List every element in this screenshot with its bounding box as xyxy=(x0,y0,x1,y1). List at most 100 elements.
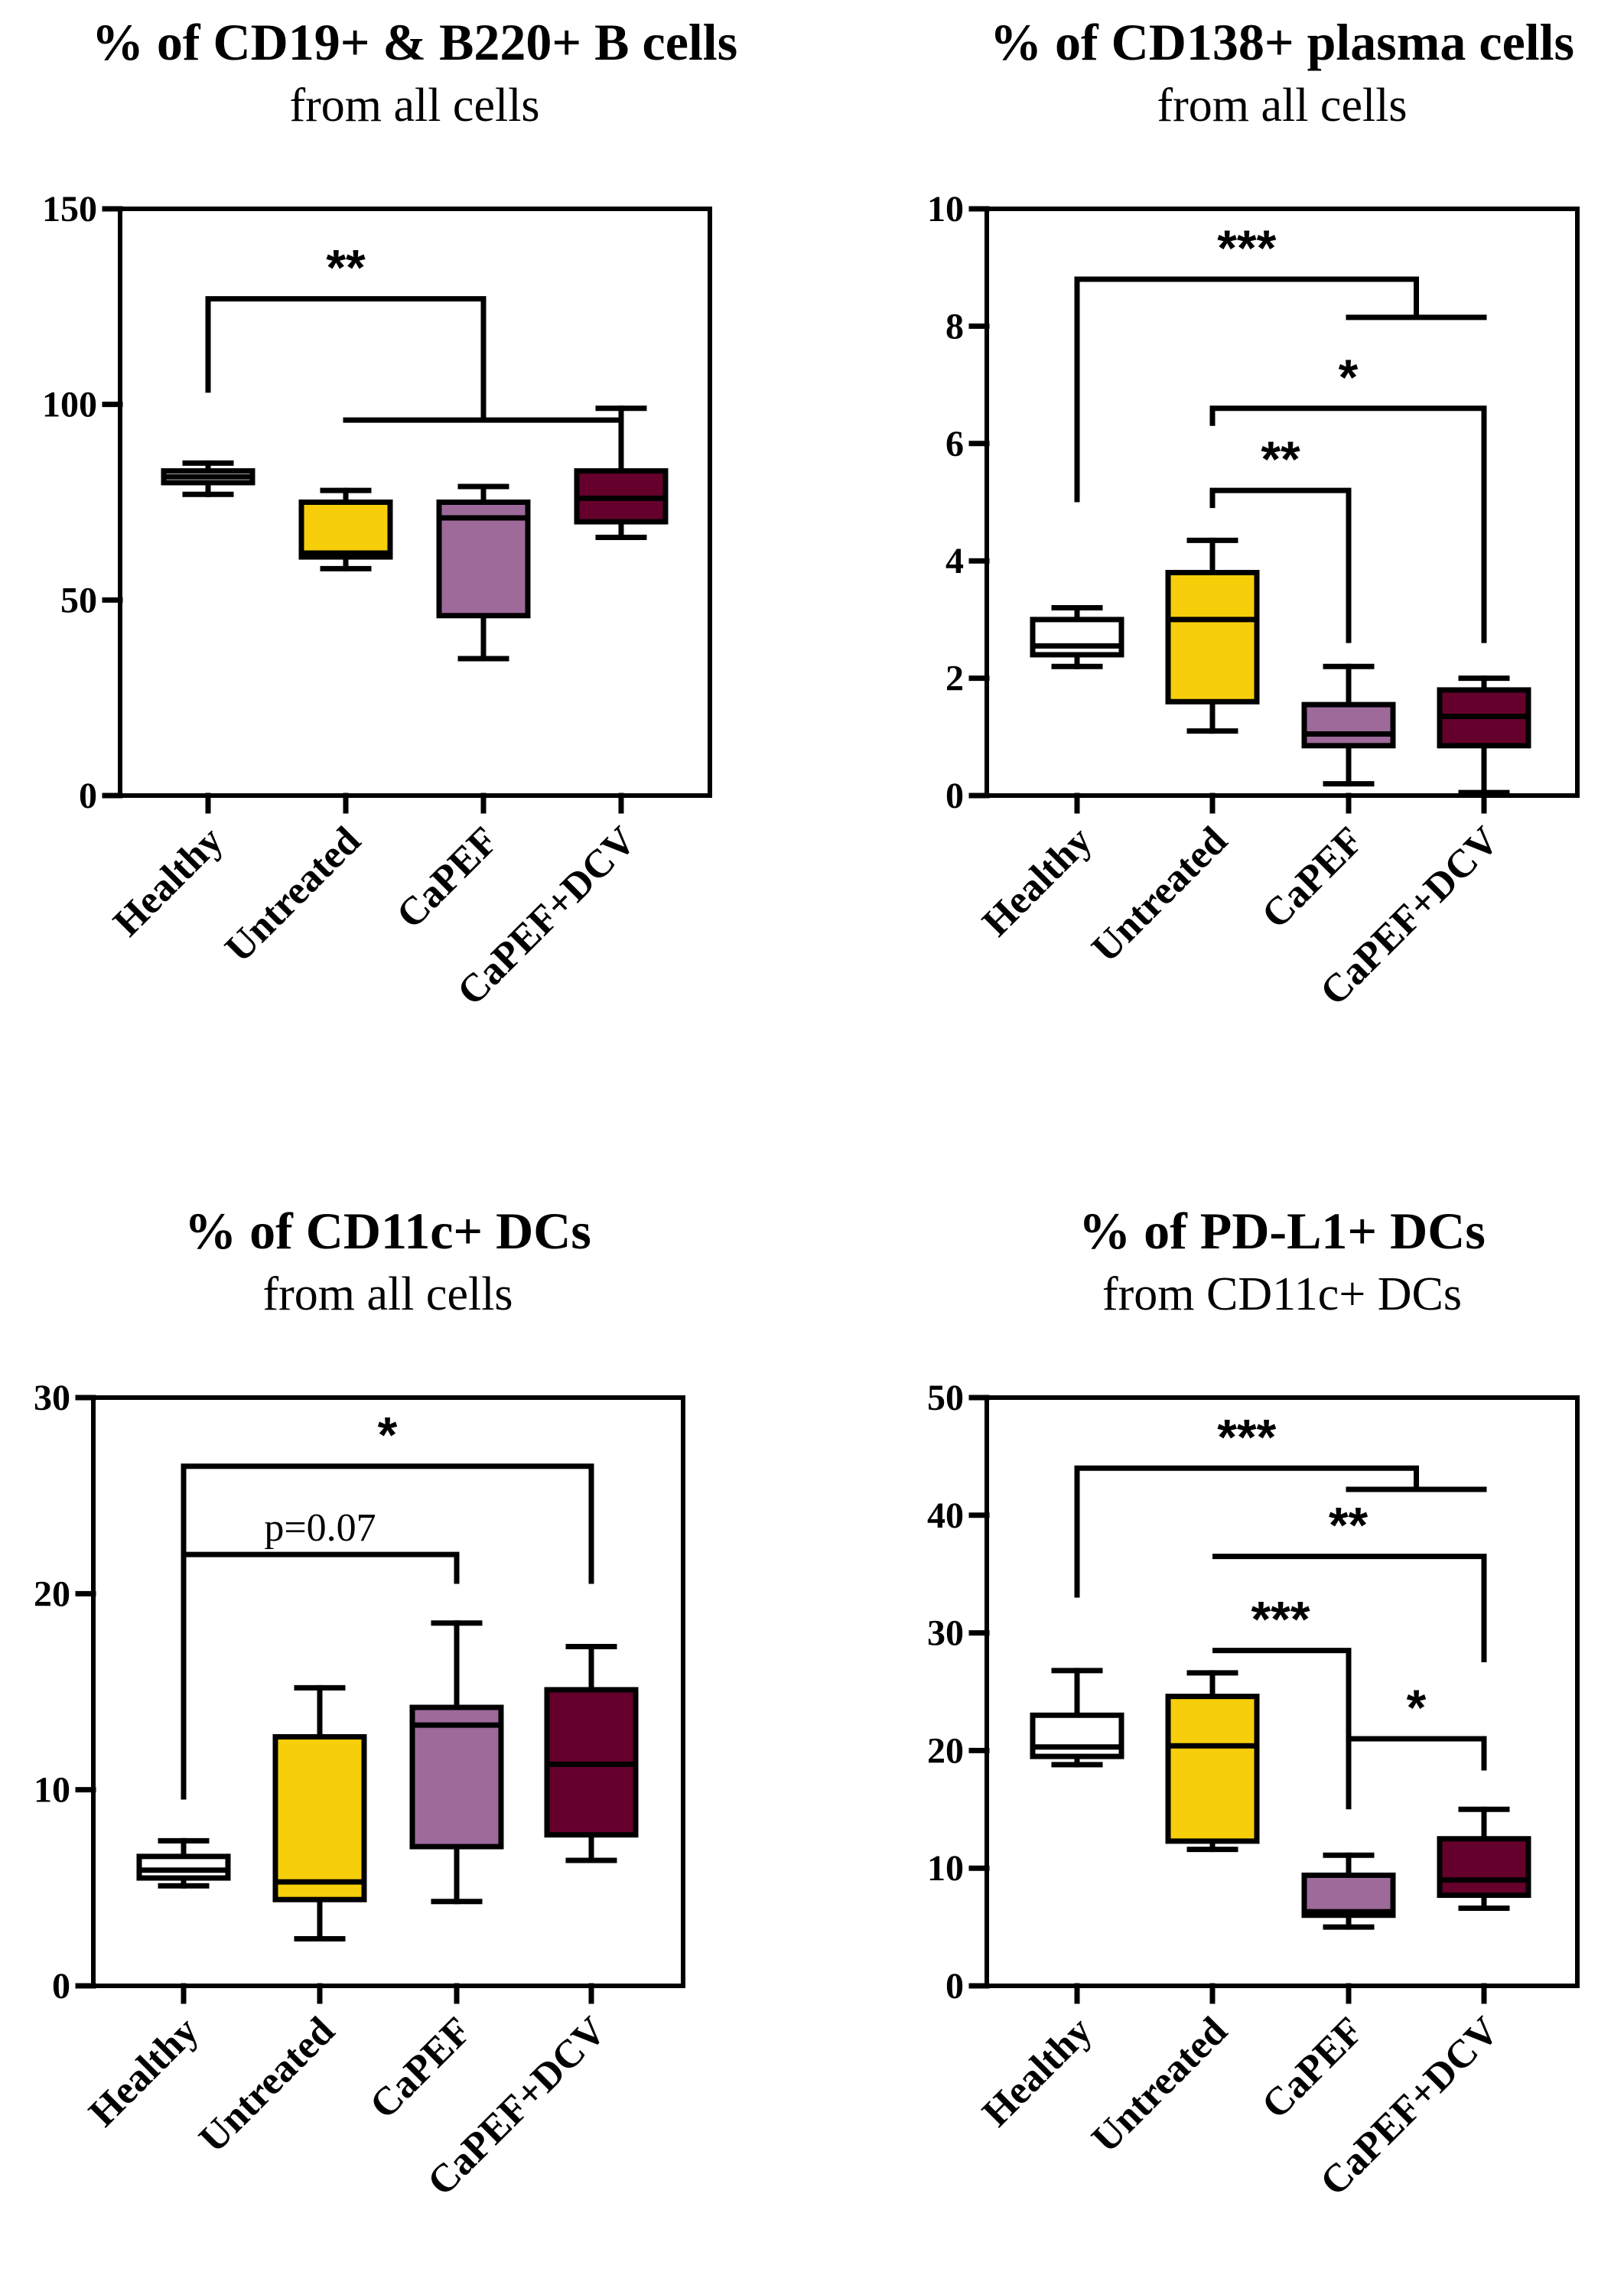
y-tick-label: 40 xyxy=(927,1496,964,1536)
chart-title: % of CD11c+ DCs xyxy=(184,1202,591,1260)
bracket-line xyxy=(1349,1736,1487,1771)
x-tick-label: Healthy xyxy=(975,819,1101,945)
significance-label: p=0.07 xyxy=(264,1506,376,1550)
box-untreated xyxy=(1165,537,1260,734)
significance-bracket: * xyxy=(181,1407,594,1800)
significance-bracket: ** xyxy=(1209,431,1352,643)
chart-title: % of CD19+ & B220+ B cells xyxy=(92,13,737,71)
y-tick-label: 0 xyxy=(945,776,964,816)
plot-frame xyxy=(984,207,1580,798)
plot-frame xyxy=(91,1395,685,1988)
x-tick-label: Healthy xyxy=(975,2009,1101,2135)
box-untreated xyxy=(1165,1670,1260,1853)
y-tick-label: 6 xyxy=(945,424,964,464)
box-capef xyxy=(409,1620,504,1905)
bracket-line xyxy=(1074,276,1419,503)
chart-subtitle: from all cells xyxy=(289,80,539,132)
y-tick-label: 10 xyxy=(927,189,964,229)
box-untreated xyxy=(298,487,393,571)
box-capef-dcv xyxy=(574,405,669,541)
panel-pdl1-dcs: % of PD-L1+ DCs from CD11c+ DCs 0 10 20 30 40 5… xyxy=(927,1202,1580,2204)
significance-bracket: *** xyxy=(1074,220,1487,503)
x-tick-label: CaPEF xyxy=(362,2009,480,2127)
significance-bracket: * xyxy=(1209,349,1487,643)
box-untreated xyxy=(272,1684,367,1941)
box-capef xyxy=(1301,663,1396,787)
y-tick-label: 150 xyxy=(42,189,97,229)
chart-title: % of CD138+ plasma cells xyxy=(990,13,1574,71)
significance-bracket: ** xyxy=(1212,1497,1487,1663)
box-capef-dcv xyxy=(544,1644,639,1863)
box-capef xyxy=(1301,1852,1396,1930)
significance-label: ** xyxy=(326,239,366,296)
significance-bracket: *** xyxy=(1212,1591,1352,1810)
significance-label: *** xyxy=(1217,220,1276,276)
box-capef-dcv xyxy=(1437,675,1531,796)
x-tick-label: Untreated xyxy=(217,819,369,971)
bracket-line xyxy=(181,1551,460,1800)
significance-label: ** xyxy=(1329,1497,1369,1554)
plot-frame xyxy=(984,1395,1580,1988)
iqr-box xyxy=(1301,1872,1396,1919)
iqr-box xyxy=(136,1854,231,1881)
iqr-box xyxy=(272,1733,367,1902)
plot-frame xyxy=(118,207,712,798)
iqr-box xyxy=(409,1704,504,1850)
y-tick-label: 10 xyxy=(927,1848,964,1889)
chart-title: % of PD-L1+ DCs xyxy=(1079,1202,1486,1260)
iqr-box xyxy=(1165,1694,1260,1844)
y-tick-label: 30 xyxy=(927,1613,964,1654)
iqr-box xyxy=(1030,1712,1124,1759)
y-tick-label: 50 xyxy=(927,1378,964,1418)
bracket-line xyxy=(181,1463,594,1800)
y-tick-label: 8 xyxy=(945,306,964,347)
chart-subtitle: from CD11c+ DCs xyxy=(1102,1268,1462,1320)
box-healthy xyxy=(1030,1668,1124,1768)
significance-bracket: * xyxy=(1349,1679,1487,1771)
bracket-line xyxy=(1212,1554,1487,1663)
y-tick-label: 2 xyxy=(945,659,964,699)
chart-subtitle: from all cells xyxy=(262,1268,513,1320)
y-tick-label: 0 xyxy=(52,1966,70,2006)
significance-label: *** xyxy=(1251,1591,1310,1648)
iqr-box xyxy=(1030,617,1124,658)
iqr-box xyxy=(1437,1836,1531,1899)
box-capef-dcv xyxy=(1437,1806,1531,1911)
box-healthy xyxy=(161,460,255,497)
iqr-box xyxy=(436,500,531,619)
bracket-line xyxy=(1209,405,1487,643)
panel-cd11c-dcs: % of CD11c+ DCs from all cells 0 10 20 30 Heal… xyxy=(34,1202,685,2204)
x-tick-label: Healthy xyxy=(106,819,232,945)
x-tick-label: CaPEF xyxy=(1254,819,1372,937)
y-tick-label: 4 xyxy=(945,541,964,581)
box-healthy xyxy=(136,1837,231,1889)
panel-cd138-plasma-cells: % of CD138+ plasma cells from all cells 0 2… xyxy=(927,13,1580,1014)
box-capef xyxy=(436,483,531,662)
x-tick-label: Untreated xyxy=(1084,819,1236,971)
y-tick-label: 50 xyxy=(60,580,97,620)
bracket-line xyxy=(205,296,487,421)
bracket-line xyxy=(1209,487,1352,643)
iqr-box xyxy=(1165,570,1260,705)
y-tick-label: 0 xyxy=(945,1966,964,2006)
chart-subtitle: from all cells xyxy=(1157,80,1407,132)
x-tick-label: Untreated xyxy=(191,2009,343,2161)
y-tick-label: 0 xyxy=(79,776,97,816)
x-tick-label: CaPEF xyxy=(1254,2009,1372,2127)
significance-bracket: *** xyxy=(1074,1408,1487,1598)
significance-label: ** xyxy=(1261,431,1300,487)
y-tick-label: 100 xyxy=(42,385,97,425)
panel-cd19-b-cells: % of CD19+ & B220+ B cells from all cells… xyxy=(42,13,737,1014)
y-tick-label: 20 xyxy=(34,1574,70,1614)
significance-label: * xyxy=(1407,1679,1427,1736)
iqr-box xyxy=(298,500,393,560)
y-tick-label: 10 xyxy=(34,1770,70,1811)
x-tick-label: Untreated xyxy=(1084,2009,1236,2161)
box-healthy xyxy=(1030,605,1124,669)
x-tick-label: CaPEF xyxy=(389,819,507,937)
bracket-line xyxy=(1212,1648,1352,1810)
bracket-line xyxy=(1074,1465,1419,1598)
y-tick-label: 30 xyxy=(34,1378,70,1418)
significance-bracket: ** xyxy=(205,239,624,423)
